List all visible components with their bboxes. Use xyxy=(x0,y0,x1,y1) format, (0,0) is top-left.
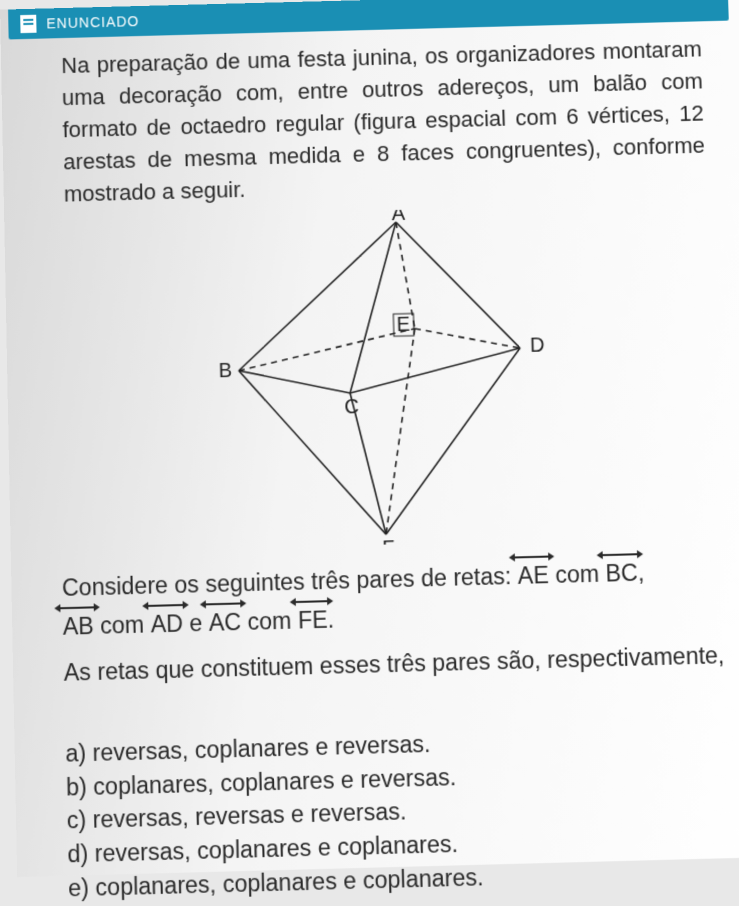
consider-lines: Considere os seguintes três pares de ret… xyxy=(62,551,731,645)
vertex-label-F: F xyxy=(382,537,395,549)
octahedron-figure: A B C D E F xyxy=(195,206,566,550)
edge-CD xyxy=(349,348,521,393)
vertex-label-E: E xyxy=(396,314,410,337)
edge-BE xyxy=(238,329,416,371)
consider-intro: Considere os seguintes três pares de ret… xyxy=(62,563,512,601)
line-AD: AD xyxy=(150,604,183,643)
page: ENUNCIADO Na preparação de uma festa jun… xyxy=(0,0,739,877)
line-AE: AE xyxy=(517,556,549,595)
problem-statement: Na preparação de uma festa junina, os or… xyxy=(61,33,706,210)
edge-AC xyxy=(346,222,401,393)
question-text: As retas que constituem esses três pares… xyxy=(63,637,739,691)
edge-DF xyxy=(381,348,525,534)
header-label: ENUNCIADO xyxy=(46,13,139,31)
edge-AB xyxy=(235,222,399,371)
word-e: e xyxy=(189,609,203,636)
vertex-label-D: D xyxy=(530,334,545,357)
line-FE: FE xyxy=(297,600,328,639)
line-BC: BC xyxy=(605,553,638,592)
edge-ED xyxy=(415,326,520,351)
edge-BF xyxy=(239,367,386,538)
vertex-label-B: B xyxy=(218,360,232,383)
octahedron-svg: A B C D E F xyxy=(195,206,566,550)
word-com-2: com xyxy=(100,611,144,639)
vertex-label-A: A xyxy=(391,206,406,225)
options-list: a) reversas, coplanares e reversas. b) c… xyxy=(65,719,739,905)
word-com-3: com xyxy=(247,607,292,635)
header-bar: ENUNCIADO xyxy=(8,0,729,39)
vertex-label-C: C xyxy=(344,396,359,419)
document-icon xyxy=(20,15,36,33)
word-com-1: com xyxy=(555,560,600,588)
line-AB: AB xyxy=(62,606,94,645)
line-AC: AC xyxy=(208,602,241,641)
edge-EF xyxy=(381,329,421,535)
edge-BC xyxy=(239,368,350,396)
